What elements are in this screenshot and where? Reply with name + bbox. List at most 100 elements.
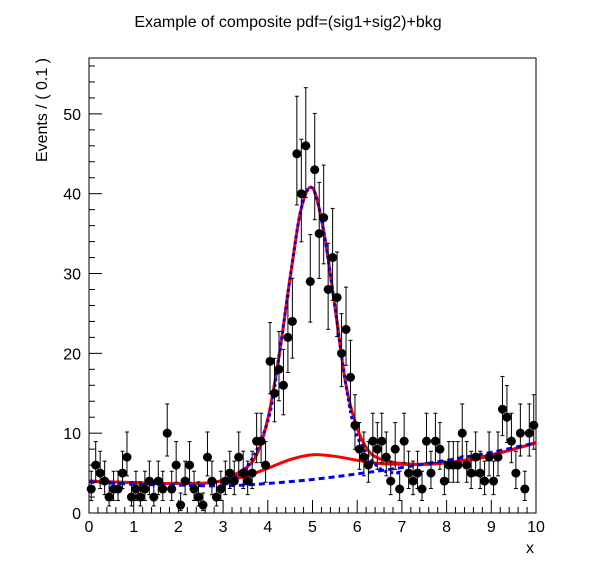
data-marker: [345, 372, 355, 382]
data-point: [372, 422, 382, 470]
data-point: [319, 164, 329, 265]
data-point: [274, 330, 284, 402]
data-marker: [126, 492, 136, 502]
data-point: [511, 450, 521, 490]
data-marker: [497, 404, 507, 414]
data-marker: [506, 436, 516, 446]
data-marker: [202, 452, 212, 462]
data-marker: [270, 388, 280, 398]
x-tick-label: 4: [263, 519, 272, 536]
data-marker: [350, 420, 360, 430]
y-tick-label: 40: [63, 187, 81, 204]
data-point: [198, 492, 208, 512]
data-marker: [247, 468, 257, 478]
data-point: [207, 460, 217, 496]
data-point: [296, 138, 306, 243]
data-point: [524, 403, 534, 457]
data-marker: [158, 484, 168, 494]
data-marker: [153, 476, 163, 486]
data-point: [354, 422, 364, 470]
data-marker: [100, 476, 110, 486]
data-marker: [480, 476, 490, 486]
data-point: [520, 470, 530, 501]
data-point: [104, 481, 114, 507]
data-marker: [337, 348, 347, 358]
data-marker: [189, 484, 199, 494]
data-marker: [502, 412, 512, 422]
data-marker: [314, 229, 324, 239]
x-tick-label: 7: [397, 519, 406, 536]
data-point: [310, 112, 320, 221]
data-point: [408, 460, 418, 496]
data-point: [229, 460, 239, 496]
data-marker: [404, 468, 414, 478]
data-marker: [91, 460, 101, 470]
data-point: [140, 470, 150, 501]
data-marker: [149, 492, 159, 502]
data-point: [135, 481, 145, 507]
y-tick-label: 30: [63, 267, 81, 284]
data-point: [283, 295, 293, 373]
data-point: [278, 348, 288, 416]
data-point: [261, 441, 271, 483]
data-marker: [135, 492, 145, 502]
data-marker: [529, 420, 539, 430]
data-point: [377, 412, 387, 464]
data-point: [417, 470, 427, 501]
data-point: [493, 431, 503, 477]
data-marker: [511, 468, 521, 478]
data-marker: [162, 428, 172, 438]
curve-bkg: [88, 441, 537, 488]
data-point: [189, 470, 199, 501]
y-axis-label: Events / ( 0.1 ): [34, 58, 51, 162]
data-point: [332, 251, 342, 338]
data-marker: [457, 428, 467, 438]
data-point: [194, 481, 204, 507]
data-marker: [305, 277, 315, 287]
data-marker: [466, 468, 476, 478]
data-point: [100, 460, 110, 496]
data-point: [453, 441, 463, 483]
data-marker: [220, 476, 230, 486]
data-marker: [113, 484, 123, 494]
data-point: [247, 450, 257, 490]
data-point: [421, 412, 431, 464]
x-tick-label: 2: [174, 519, 183, 536]
data-point: [368, 412, 378, 464]
data-point: [457, 403, 467, 457]
data-point: [350, 394, 360, 450]
data-marker: [131, 484, 141, 494]
data-marker: [292, 149, 302, 159]
data-point: [462, 441, 472, 483]
data-point: [363, 441, 373, 483]
data-marker: [122, 452, 132, 462]
data-point: [426, 450, 436, 490]
data-point: [180, 460, 190, 496]
data-marker: [363, 460, 373, 470]
data-point: [162, 403, 172, 457]
data-marker: [462, 460, 472, 470]
data-point: [292, 95, 302, 206]
data-marker: [381, 452, 391, 462]
data-marker: [185, 460, 195, 470]
data-point: [225, 450, 235, 490]
y-tick-label: 50: [63, 107, 81, 124]
data-marker: [368, 436, 378, 446]
data-marker: [453, 460, 463, 470]
data-marker: [413, 468, 423, 478]
data-points: [86, 87, 539, 512]
x-tick-label: 1: [129, 519, 138, 536]
y-axis: 0 10 20 30 40 50: [63, 65, 102, 523]
data-marker: [207, 476, 217, 486]
data-point: [243, 460, 253, 496]
data-point: [489, 460, 499, 496]
x-tick-label: 8: [442, 519, 451, 536]
data-marker: [118, 468, 128, 478]
data-marker: [319, 213, 329, 223]
data-point: [390, 422, 400, 470]
data-point: [497, 375, 507, 437]
data-marker: [140, 484, 150, 494]
data-point: [176, 492, 186, 512]
data-marker: [144, 476, 154, 486]
data-point: [202, 431, 212, 477]
